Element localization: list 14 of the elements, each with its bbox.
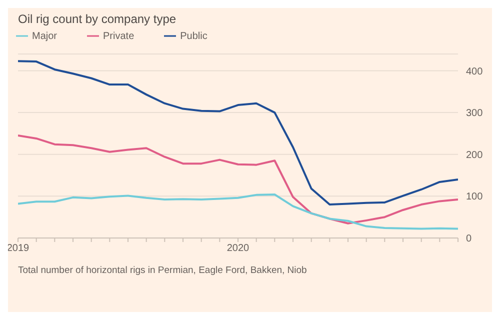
y-tick-label: 300 xyxy=(466,108,484,120)
y-tick-label: 200 xyxy=(466,150,484,161)
y-tick-label: 400 xyxy=(466,66,484,78)
line-series xyxy=(18,134,458,224)
text: Total number of horizontal rigs in Permian, Eagle Ford, Bakken, Niob xyxy=(18,264,307,277)
line-series xyxy=(18,60,458,206)
line-series xyxy=(18,194,458,230)
legend-label: Major xyxy=(32,30,58,42)
legend-label: Private xyxy=(103,30,134,42)
chart-title: Oil rig count by company type xyxy=(18,12,176,26)
legend-label: Public xyxy=(180,30,208,42)
y-tick-label: 100 xyxy=(466,192,484,203)
y-tick-label: 0 xyxy=(466,234,472,245)
x-tick-label: 2020 xyxy=(226,243,250,254)
